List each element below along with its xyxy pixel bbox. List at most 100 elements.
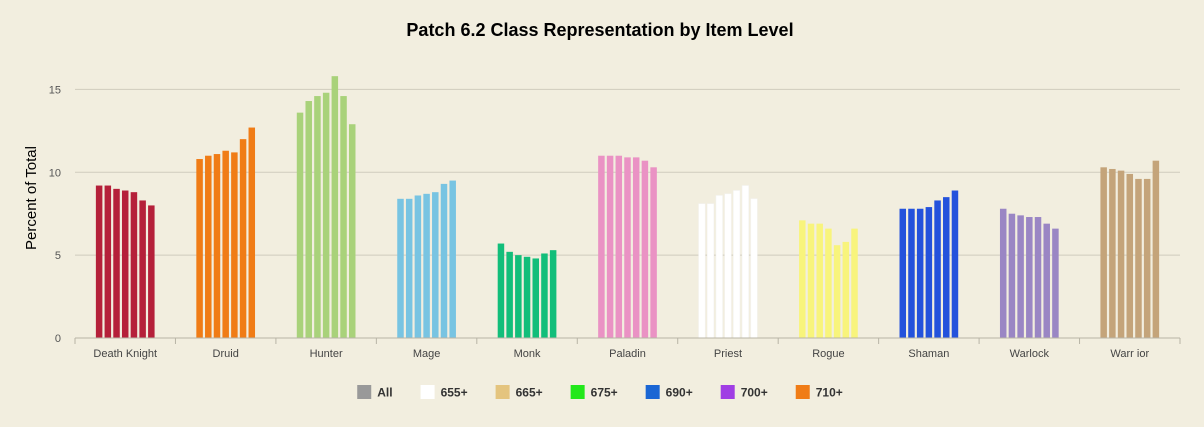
- bar[interactable]: [331, 76, 339, 339]
- bar[interactable]: [205, 155, 212, 338]
- bar[interactable]: [816, 223, 823, 338]
- bar[interactable]: [515, 255, 522, 338]
- bar[interactable]: [1017, 215, 1024, 338]
- bar[interactable]: [95, 185, 103, 338]
- bar[interactable]: [113, 188, 120, 338]
- chart-title: Patch 6.2 Class Representation by Item L…: [406, 20, 793, 40]
- bar[interactable]: [348, 124, 356, 338]
- bar[interactable]: [799, 220, 806, 338]
- bar[interactable]: [741, 185, 749, 339]
- legend-item[interactable]: 710+: [795, 385, 843, 400]
- bar[interactable]: [314, 96, 321, 338]
- legend-item[interactable]: All: [357, 385, 393, 400]
- bar[interactable]: [908, 208, 915, 338]
- bar[interactable]: [1109, 168, 1116, 338]
- bar[interactable]: [549, 250, 557, 338]
- bar[interactable]: [213, 154, 221, 338]
- legend-item[interactable]: 665+: [495, 385, 543, 400]
- bar[interactable]: [598, 155, 605, 338]
- bar[interactable]: [641, 160, 649, 338]
- bar[interactable]: [606, 155, 614, 338]
- x-tick-label: Druid: [213, 348, 239, 360]
- x-tick-label: Warr ior: [1110, 348, 1149, 360]
- bar[interactable]: [1034, 217, 1042, 338]
- bar[interactable]: [1043, 223, 1050, 338]
- bar[interactable]: [523, 256, 531, 338]
- bar[interactable]: [239, 139, 247, 338]
- bar[interactable]: [943, 197, 950, 338]
- bar[interactable]: [1143, 178, 1151, 338]
- bar[interactable]: [414, 195, 422, 338]
- legend-swatch: [495, 385, 510, 399]
- bar[interactable]: [423, 193, 430, 338]
- bar[interactable]: [1052, 228, 1059, 338]
- bar[interactable]: [340, 96, 347, 338]
- bar[interactable]: [750, 198, 758, 339]
- legend-swatch: [357, 385, 372, 399]
- x-tick-label: Priest: [714, 348, 742, 360]
- bar[interactable]: [196, 159, 203, 338]
- bar[interactable]: [296, 112, 304, 338]
- bar[interactable]: [842, 241, 850, 338]
- x-tick-label: Death Knight: [93, 348, 157, 360]
- bar[interactable]: [231, 152, 238, 338]
- bar[interactable]: [1117, 170, 1125, 338]
- bar[interactable]: [698, 203, 706, 339]
- bar[interactable]: [851, 228, 858, 338]
- bar[interactable]: [951, 190, 959, 338]
- bar[interactable]: [733, 190, 741, 339]
- bar[interactable]: [715, 195, 723, 339]
- bar[interactable]: [104, 185, 112, 338]
- bar[interactable]: [397, 198, 404, 338]
- legend[interactable]: All 655+ 665+ 675+ 690+ 700+ 710+: [357, 385, 843, 400]
- bar[interactable]: [615, 155, 623, 338]
- bar[interactable]: [650, 167, 657, 338]
- x-tick-label: Warlock: [1010, 348, 1050, 360]
- bar[interactable]: [532, 258, 539, 338]
- bar[interactable]: [139, 200, 146, 338]
- bar[interactable]: [440, 183, 448, 338]
- bar[interactable]: [148, 205, 155, 338]
- legend-item[interactable]: 690+: [645, 385, 693, 400]
- bar[interactable]: [222, 150, 229, 338]
- bar[interactable]: [1135, 178, 1142, 338]
- bar[interactable]: [807, 223, 815, 338]
- bar[interactable]: [506, 251, 513, 338]
- bar[interactable]: [497, 243, 505, 338]
- legend-label: 710+: [816, 386, 843, 400]
- bar[interactable]: [130, 192, 138, 338]
- bar[interactable]: [1126, 173, 1134, 338]
- x-tick-label: Hunter: [310, 348, 343, 360]
- legend-item[interactable]: 655+: [420, 385, 468, 400]
- bar[interactable]: [121, 190, 129, 338]
- bar[interactable]: [541, 253, 548, 338]
- bar[interactable]: [899, 208, 907, 338]
- bar[interactable]: [624, 157, 631, 338]
- bar[interactable]: [449, 180, 456, 338]
- legend-swatch: [795, 385, 810, 399]
- bar[interactable]: [707, 203, 715, 339]
- bar[interactable]: [632, 157, 640, 338]
- bar[interactable]: [724, 193, 732, 339]
- legend-label: 700+: [741, 386, 768, 400]
- bar[interactable]: [925, 207, 933, 338]
- bar[interactable]: [934, 200, 941, 338]
- bar[interactable]: [405, 198, 413, 338]
- bar[interactable]: [1026, 217, 1033, 338]
- bar[interactable]: [305, 101, 312, 339]
- bar[interactable]: [825, 228, 832, 338]
- legend-swatch: [420, 385, 435, 399]
- bar[interactable]: [322, 92, 330, 338]
- bar[interactable]: [833, 245, 841, 338]
- bar[interactable]: [1152, 160, 1160, 338]
- legend-item[interactable]: 700+: [720, 385, 768, 400]
- bar[interactable]: [432, 192, 439, 338]
- x-axis: Death Knight Druid Hunter Mage Monk Paladin Pr…: [74, 337, 1181, 360]
- bar[interactable]: [999, 208, 1007, 338]
- legend-item[interactable]: 675+: [570, 385, 618, 400]
- bar[interactable]: [1008, 213, 1016, 338]
- bar[interactable]: [1100, 167, 1107, 338]
- bar[interactable]: [916, 208, 924, 338]
- bar[interactable]: [248, 127, 256, 339]
